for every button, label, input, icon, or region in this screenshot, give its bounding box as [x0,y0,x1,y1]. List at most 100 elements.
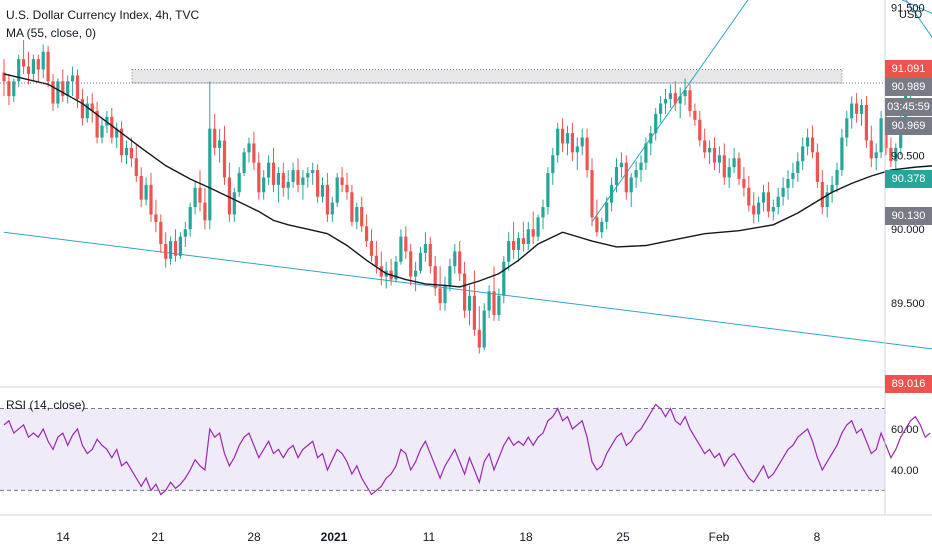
candle-body [433,266,437,289]
rsi-line[interactable] [3,403,931,496]
resistance-zone[interactable] [131,69,843,84]
candle-body [776,196,780,208]
candle-body [629,177,633,193]
candle [124,140,129,165]
candle [737,152,741,185]
candle [345,173,349,200]
candle-body [492,291,496,316]
candle-body [134,158,138,176]
time-tick-label: 21 [151,530,165,544]
candle-body [124,147,129,156]
candle-body [835,170,839,185]
candle-body [374,255,378,267]
time-tick-label: 18 [519,530,533,544]
candle-body [286,181,290,188]
candle-body [659,103,663,114]
candle-body [115,128,119,138]
candle [428,236,432,274]
candle-body [149,184,153,215]
candle-body [536,217,540,237]
candle-body [766,192,770,212]
rsi-legend[interactable]: RSI (14, close) [6,398,85,412]
candle-body [26,66,31,74]
time-tick-label: 14 [56,530,70,544]
candle [159,214,163,253]
candle-body [154,214,158,222]
candle-body [110,116,114,138]
candle-body [418,252,423,271]
candle-body [634,170,638,178]
candle [320,177,325,203]
candle [120,121,124,163]
candle-body [306,173,310,178]
zigzag[interactable] [896,0,932,41]
rsi-tick-label: 40.00 [891,465,919,477]
candle-body [472,295,476,330]
candle [443,276,447,311]
candle [820,170,824,215]
candle [198,170,202,212]
candle-body [806,137,810,147]
candle [531,211,535,245]
candle-body [526,229,530,245]
channel-lower-line[interactable] [3,231,932,380]
candle [7,73,11,106]
candle [22,39,26,74]
candle-body [600,221,604,233]
candle [678,87,682,119]
candle-body [95,110,99,138]
candle [776,187,780,215]
candle-body [864,105,868,141]
candle [90,93,94,123]
candle [874,143,878,171]
candle [722,143,726,185]
rising-trendline[interactable] [591,0,764,223]
candle [879,110,883,159]
time-tick-label: 25 [616,530,630,544]
candle [418,246,423,274]
candle-body [894,147,898,162]
candle-body [771,207,775,212]
candle [796,152,800,182]
candle-body [531,229,535,237]
candle-body [404,236,408,252]
candle-body [159,221,163,245]
moving-average-line[interactable] [3,73,932,288]
candle [619,152,623,178]
candle-body [610,184,614,203]
candle [237,167,241,197]
candle-body [732,158,736,168]
candle-body [311,170,315,174]
candle-body [100,125,104,138]
candle-body [482,310,486,348]
candle-body [330,202,334,215]
candle-body [565,133,570,144]
candle [580,128,584,156]
candle [311,162,315,185]
candle-body [855,103,859,114]
candle [173,229,178,262]
candle-body [698,119,702,141]
candle [453,244,457,274]
candle-body [727,167,731,178]
candle [134,143,138,182]
candle [222,125,227,185]
candle [869,125,873,168]
candle [575,137,579,171]
candle [262,170,266,200]
candle-body [453,251,457,267]
candle [482,303,486,351]
candle [561,118,565,153]
ma-legend[interactable]: MA (55, close, 0) [6,26,96,40]
currency-label: USD [899,9,923,21]
candle [242,147,246,176]
candle-body [639,162,643,171]
candle [203,187,207,230]
candle-body [752,205,756,215]
candle [423,232,427,262]
candle-body [144,184,148,200]
price-axis-label: 90.989 [885,78,932,96]
candle-body [737,158,741,179]
